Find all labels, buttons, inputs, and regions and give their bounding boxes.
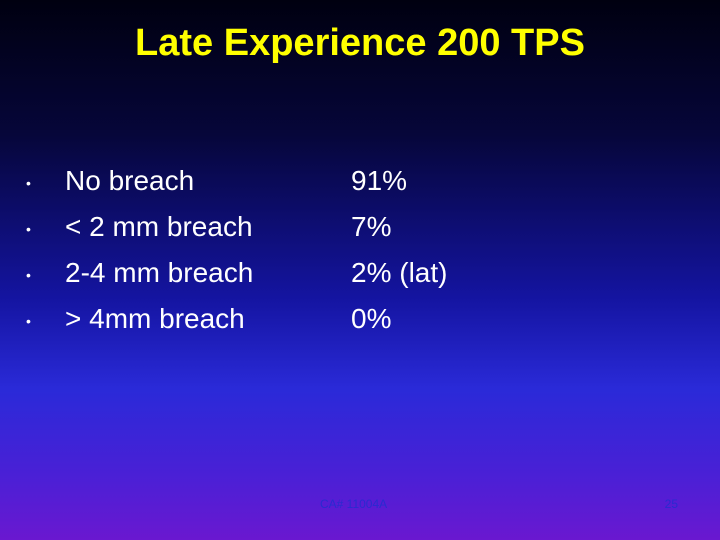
value-item: 91% bbox=[351, 165, 408, 196]
footer-label: CA# 11004A bbox=[320, 497, 388, 511]
bullet-label: No breach bbox=[65, 165, 195, 196]
bullet-icon: • bbox=[26, 221, 31, 237]
bullet-icon: • bbox=[26, 313, 31, 329]
value-item: 0% bbox=[351, 303, 392, 334]
page-number: 25 bbox=[664, 497, 678, 511]
bullet-icon: • bbox=[26, 175, 31, 191]
bullet-icon: • bbox=[26, 267, 31, 283]
value-list: 91% 7% 2% (lat) 0% bbox=[351, 158, 447, 342]
bullet-label: > 4mm breach bbox=[65, 303, 245, 334]
bullet-label: < 2 mm breach bbox=[65, 211, 253, 242]
value-item: 2% (lat) bbox=[351, 257, 448, 288]
slide-title: Late Experience 200 TPS bbox=[135, 22, 585, 64]
bullet-label: 2-4 mm breach bbox=[65, 257, 254, 288]
value-item: 7% bbox=[351, 211, 392, 242]
